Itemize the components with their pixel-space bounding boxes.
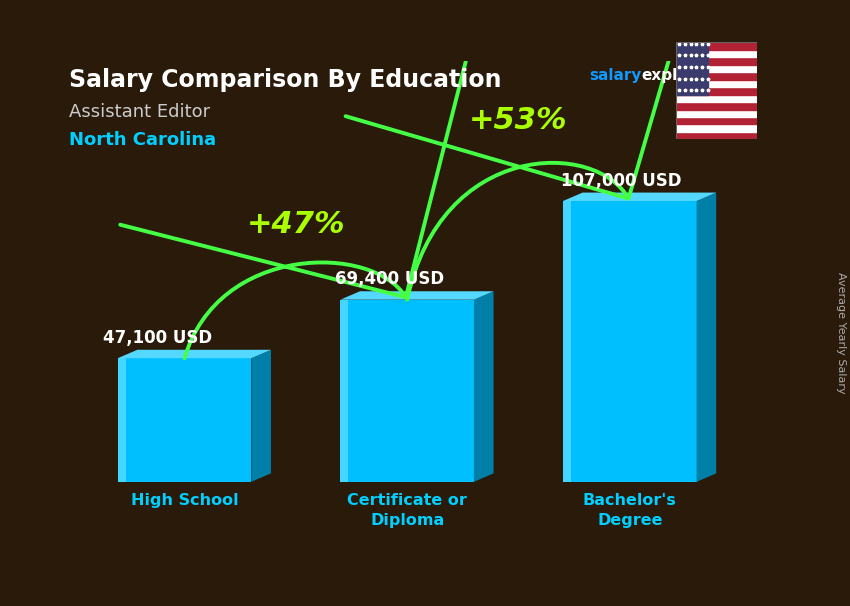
Polygon shape: [340, 300, 348, 482]
Polygon shape: [563, 201, 571, 482]
Bar: [676, 102, 756, 110]
Polygon shape: [118, 358, 252, 482]
Bar: [676, 42, 708, 95]
Polygon shape: [563, 201, 697, 482]
Text: Salary Comparison By Education: Salary Comparison By Education: [69, 68, 502, 92]
Polygon shape: [340, 291, 494, 300]
Polygon shape: [252, 350, 271, 482]
Bar: [676, 132, 756, 139]
Bar: [676, 124, 756, 132]
Text: Average Yearly Salary: Average Yearly Salary: [836, 273, 846, 394]
Polygon shape: [340, 300, 474, 482]
Polygon shape: [118, 358, 126, 482]
Polygon shape: [697, 193, 717, 482]
Text: Bachelor's
Degree: Bachelor's Degree: [583, 493, 677, 528]
Bar: [676, 87, 756, 95]
Polygon shape: [563, 193, 717, 201]
Polygon shape: [118, 350, 271, 358]
Text: 69,400 USD: 69,400 USD: [335, 270, 444, 288]
Bar: [676, 65, 756, 72]
Bar: [676, 95, 756, 102]
Bar: [676, 117, 756, 124]
FancyArrowPatch shape: [346, 0, 711, 300]
Text: Assistant Editor: Assistant Editor: [69, 103, 210, 121]
Text: 47,100 USD: 47,100 USD: [104, 329, 212, 347]
Bar: [676, 50, 756, 58]
Text: explorer: explorer: [642, 68, 713, 83]
FancyArrowPatch shape: [120, 12, 479, 358]
Bar: [676, 42, 756, 50]
Text: .com: .com: [717, 68, 758, 83]
Bar: [676, 110, 756, 117]
Text: +53%: +53%: [469, 107, 568, 136]
Text: Certificate or
Diploma: Certificate or Diploma: [348, 493, 468, 528]
Bar: [676, 80, 756, 87]
Bar: [676, 72, 756, 80]
Text: North Carolina: North Carolina: [69, 131, 216, 149]
Text: 107,000 USD: 107,000 USD: [561, 171, 681, 190]
Polygon shape: [474, 291, 494, 482]
Bar: [676, 58, 756, 65]
Text: High School: High School: [131, 493, 238, 508]
Text: +47%: +47%: [246, 210, 345, 239]
Text: salary: salary: [590, 68, 642, 83]
